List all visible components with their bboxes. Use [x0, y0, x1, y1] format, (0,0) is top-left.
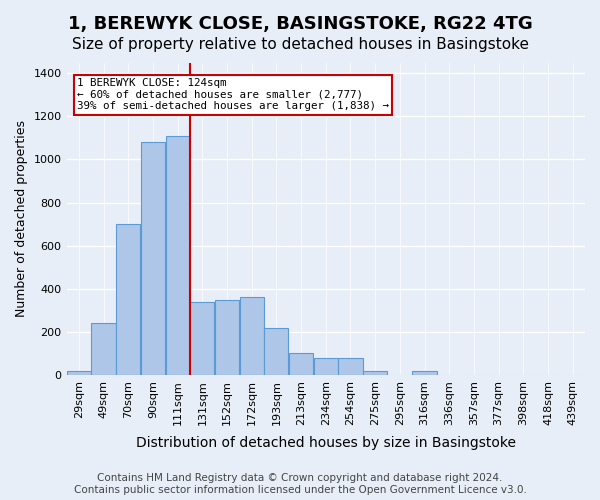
Bar — [412, 370, 437, 375]
Bar — [190, 302, 214, 375]
Bar — [141, 142, 165, 375]
Bar — [116, 224, 140, 375]
Text: Size of property relative to detached houses in Basingstoke: Size of property relative to detached ho… — [71, 38, 529, 52]
Bar — [314, 358, 338, 375]
Bar — [239, 298, 264, 375]
Bar — [67, 370, 91, 375]
Y-axis label: Number of detached properties: Number of detached properties — [15, 120, 28, 318]
Bar — [91, 324, 116, 375]
Bar — [289, 354, 313, 375]
Text: 1 BEREWYK CLOSE: 124sqm
← 60% of detached houses are smaller (2,777)
39% of semi: 1 BEREWYK CLOSE: 124sqm ← 60% of detache… — [77, 78, 389, 112]
Bar — [363, 370, 387, 375]
Bar — [166, 136, 190, 375]
Bar — [264, 328, 289, 375]
Bar — [215, 300, 239, 375]
Text: Contains HM Land Registry data © Crown copyright and database right 2024.
Contai: Contains HM Land Registry data © Crown c… — [74, 474, 526, 495]
Text: 1, BEREWYK CLOSE, BASINGSTOKE, RG22 4TG: 1, BEREWYK CLOSE, BASINGSTOKE, RG22 4TG — [68, 15, 532, 33]
X-axis label: Distribution of detached houses by size in Basingstoke: Distribution of detached houses by size … — [136, 436, 516, 450]
Bar — [338, 358, 362, 375]
